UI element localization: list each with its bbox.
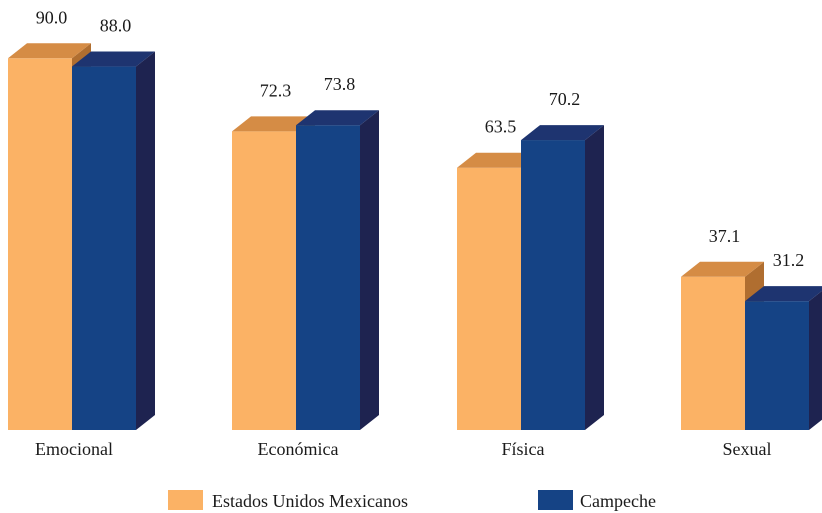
bar-top: [8, 43, 91, 59]
value-label-emocional-campeche: 88.0: [100, 16, 132, 36]
category-label-economica: Económica: [258, 439, 339, 459]
legend-label-estados-unidos-mexicanos: Estados Unidos Mexicanos: [212, 491, 408, 511]
bar-top: [296, 110, 379, 126]
value-label-fisica-estados-unidos-mexicanos: 63.5: [485, 117, 517, 137]
bar-top: [232, 116, 315, 132]
bar-front: [232, 131, 296, 430]
bar-side: [360, 110, 379, 431]
bar-front: [72, 66, 136, 430]
bar-sexual-campeche: [745, 286, 822, 430]
bar-economica-campeche: [296, 110, 379, 431]
category-label-fisica: Física: [502, 439, 545, 459]
category-label-sexual: Sexual: [723, 439, 772, 459]
value-label-economica-estados-unidos-mexicanos: 72.3: [260, 80, 292, 100]
bar-top: [521, 125, 604, 141]
legend-swatch-campeche: [538, 490, 573, 510]
bar-side: [809, 290, 822, 430]
category-label-emocional: Emocional: [35, 439, 113, 459]
bar-front: [296, 125, 360, 431]
legend: Estados Unidos Mexicanos Campeche: [168, 490, 656, 511]
value-labels-layer: 90.0 88.0 72.3 73.8 63.5 70.2 37.1 31.2: [36, 7, 805, 270]
bar-fisica-campeche: [521, 125, 604, 430]
value-label-sexual-campeche: 31.2: [773, 250, 805, 270]
bar-top: [681, 261, 764, 277]
bar-front: [8, 58, 72, 431]
bar-front: [745, 301, 809, 430]
bar-emocional-campeche: [72, 51, 155, 431]
value-label-sexual-estados-unidos-mexicanos: 37.1: [709, 226, 741, 246]
value-label-economica-campeche: 73.8: [324, 74, 356, 94]
bar-front: [521, 140, 585, 430]
bar-top: [457, 152, 540, 168]
bar-top: [72, 51, 155, 67]
bar-front: [457, 167, 521, 430]
bars-layer: [8, 43, 822, 431]
bar-front: [681, 276, 745, 430]
bar-side: [585, 125, 604, 430]
value-label-fisica-campeche: 70.2: [549, 89, 581, 109]
bar-side: [136, 51, 155, 431]
legend-swatch-estados-unidos-mexicanos: [168, 490, 203, 510]
bar-top: [745, 286, 822, 302]
value-label-emocional-estados-unidos-mexicanos: 90.0: [36, 7, 68, 27]
legend-label-campeche: Campeche: [580, 491, 656, 511]
category-labels-layer: Emocional Económica Física Sexual: [35, 439, 771, 459]
